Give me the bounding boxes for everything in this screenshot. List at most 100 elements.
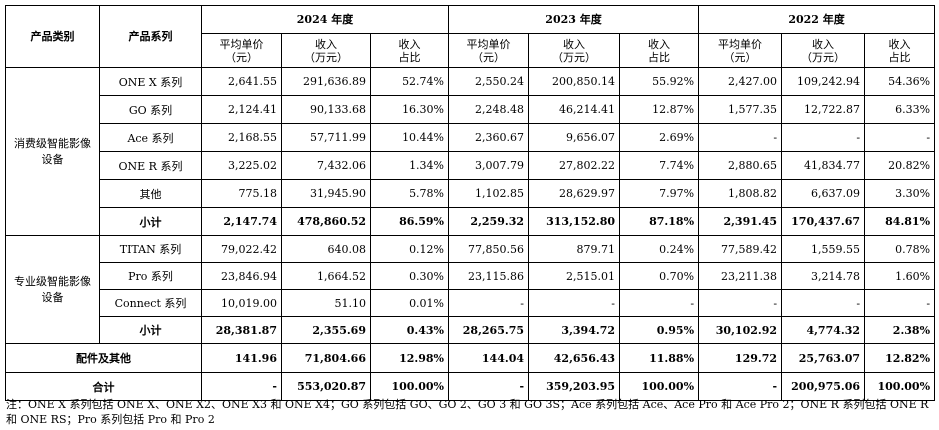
share-cell: 1.60% [864,262,936,290]
avg-price-cell: 3,225.02 [201,151,282,180]
share-cell: 0.43% [369,316,450,344]
share-cell: - [864,123,936,152]
share-cell: 0.95% [619,316,700,344]
share-cell: 7.97% [619,179,700,208]
table-row: 专业级智能影像设备 TITAN 系列 79,022.42 640.08 0.12% 77,… [5,235,936,344]
header-row-years: 产品类别 产品系列 2024 年度 2023 年度 2022 年度 [5,5,936,68]
revenue-cell: 51.10 [281,289,371,317]
revenue-cell: 41,834.77 [781,151,866,180]
series-name: TITAN 系列 [99,235,202,263]
header-year-2023: 2023 年度 [448,5,700,34]
accessories-row: 配件及其他 141.96 71,804.66 12.98% 144.04 42,656.4… [5,343,936,373]
revenue-cell: - [528,289,621,317]
revenue-cell: 7,432.06 [281,151,371,180]
avg-price-cell: 1,102.85 [448,179,530,208]
revenue-table: 产品类别 产品系列 2024 年度 2023 年度 2022 年度 平均单价 （… [5,5,936,401]
avg-price-cell: 2,147.74 [201,207,282,236]
avg-price-cell: - [698,289,783,317]
revenue-cell: 90,133.68 [281,95,371,124]
table-row: ONE R 系列 3,225.02 7,432.06 1.34% 3,007.79 27,… [6,151,936,180]
revenue-cell: 71,804.66 [281,343,371,373]
avg-price-cell: 2,391.45 [698,207,783,236]
subtotal-row: 小计 2,147.74 478,860.52 86.59% 2,259.32 313,15… [6,207,936,236]
revenue-cell: 46,214.41 [528,95,621,124]
share-cell: 12.82% [864,343,936,373]
avg-price-cell: 3,007.79 [448,151,530,180]
revenue-cell: - [781,123,866,152]
revenue-cell: 3,214.78 [781,262,866,290]
avg-price-cell: 23,115.86 [448,262,530,290]
revenue-cell: - [781,289,866,317]
avg-price-cell: 30,102.92 [698,316,783,344]
series-name: Ace 系列 [99,123,202,152]
footnote: 注：ONE X 系列包括 ONE X、ONE X2、ONE X3 和 ONE X… [6,398,929,426]
avg-price-cell: 2,880.65 [698,151,783,180]
share-cell: 20.82% [864,151,936,180]
avg-price-cell: - [448,289,530,317]
revenue-cell: 31,945.90 [281,179,371,208]
avg-price-cell: 2,360.67 [448,123,530,152]
share-cell: 5.78% [369,179,450,208]
revenue-cell: 12,722.87 [781,95,866,124]
avg-price-cell: 1,808.82 [698,179,783,208]
avg-price-cell: - [448,372,530,401]
total-row: 合计 -553,020.87 100.00% -359,203.95 100.00% -2… [5,372,936,401]
avg-price-cell: 2,550.24 [448,67,530,96]
series-name: Pro 系列 [99,262,202,290]
revenue-cell: 57,711.99 [281,123,371,152]
share-cell: 0.70% [619,262,700,290]
revenue-cell: 170,437.67 [781,207,866,236]
avg-price-cell: - [201,372,282,401]
revenue-cell: 291,636.89 [281,67,371,96]
revenue-cell: 313,152.80 [528,207,621,236]
share-cell: 100.00% [619,372,700,401]
header-row-metrics: 平均单价 （元） 收入 （万元） 收入 占比 平均单价 （元） 收入 （万元） 收入 占比… [6,33,936,68]
series-name: ONE X 系列 [99,67,202,96]
avg-price-cell: 10,019.00 [201,289,282,317]
series-name: 小计 [99,316,202,344]
avg-price-cell: 2,248.48 [448,95,530,124]
avg-price-cell: 144.04 [448,343,530,373]
revenue-cell: 109,242.94 [781,67,866,96]
header-category: 产品类别 [5,5,100,68]
revenue-cell: 1,559.55 [781,235,866,263]
revenue-cell: 879.71 [528,235,621,263]
header-avg-price: 平均单价 （元） [201,33,282,68]
header-revenue-share: 收入 占比 [619,33,700,68]
share-cell: 0.24% [619,235,700,263]
series-name: Connect 系列 [99,289,202,317]
avg-price-cell: 2,641.55 [201,67,282,96]
revenue-cell: 2,515.01 [528,262,621,290]
avg-price-cell: 23,846.94 [201,262,282,290]
share-cell: 54.36% [864,67,936,96]
share-cell: 100.00% [369,372,450,401]
avg-price-cell: 2,168.55 [201,123,282,152]
share-cell: 1.34% [369,151,450,180]
share-cell: 2.69% [619,123,700,152]
revenue-cell: 2,355.69 [281,316,371,344]
revenue-cell: 359,203.95 [528,372,621,401]
avg-price-cell: 141.96 [201,343,282,373]
header-revenue-share: 收入 占比 [369,33,450,68]
share-cell: 12.98% [369,343,450,373]
share-cell: 52.74% [369,67,450,96]
total-row-label: 合计 [5,372,202,401]
table-body: 消费级智能影像设备 ONE X 系列 2,641.55 291,636.89 52.74… [5,67,936,401]
avg-price-cell: 79,022.42 [201,235,282,263]
table-row: Ace 系列 2,168.55 57,711.99 10.44% 2,360.67 9,6… [6,123,936,152]
table-row: Pro 系列 23,846.94 1,664.52 0.30% 23,115.86 2,5… [6,262,936,290]
category-cell: 专业级智能影像设备 [5,235,100,344]
revenue-cell: 42,656.43 [528,343,621,373]
revenue-cell: 640.08 [281,235,371,263]
series-name: 小计 [99,207,202,236]
table-row: GO 系列 2,124.41 90,133.68 16.30% 2,248.48 46,2… [6,95,936,124]
category-cell: 消费级智能影像设备 [5,67,100,236]
revenue-cell: 25,763.07 [781,343,866,373]
avg-price-cell: 28,381.87 [201,316,282,344]
table-row: 消费级智能影像设备 ONE X 系列 2,641.55 291,636.89 52.74… [5,67,936,236]
revenue-cell: 3,394.72 [528,316,621,344]
avg-price-cell: 2,427.00 [698,67,783,96]
header-avg-price: 平均单价 （元） [698,33,783,68]
share-cell: 2.38% [864,316,936,344]
